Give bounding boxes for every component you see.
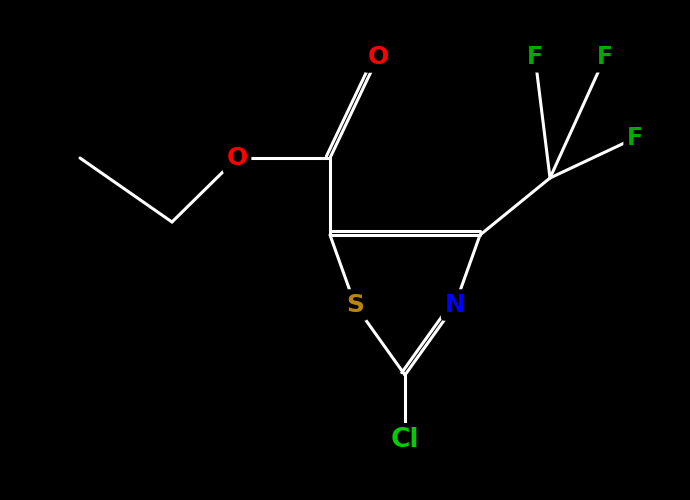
Text: F: F <box>597 45 613 69</box>
Text: O: O <box>226 146 248 170</box>
Text: N: N <box>444 293 466 317</box>
Text: S: S <box>346 293 364 317</box>
Text: F: F <box>527 45 543 69</box>
Text: F: F <box>627 126 643 150</box>
Text: Cl: Cl <box>391 427 420 453</box>
Text: O: O <box>367 45 388 69</box>
